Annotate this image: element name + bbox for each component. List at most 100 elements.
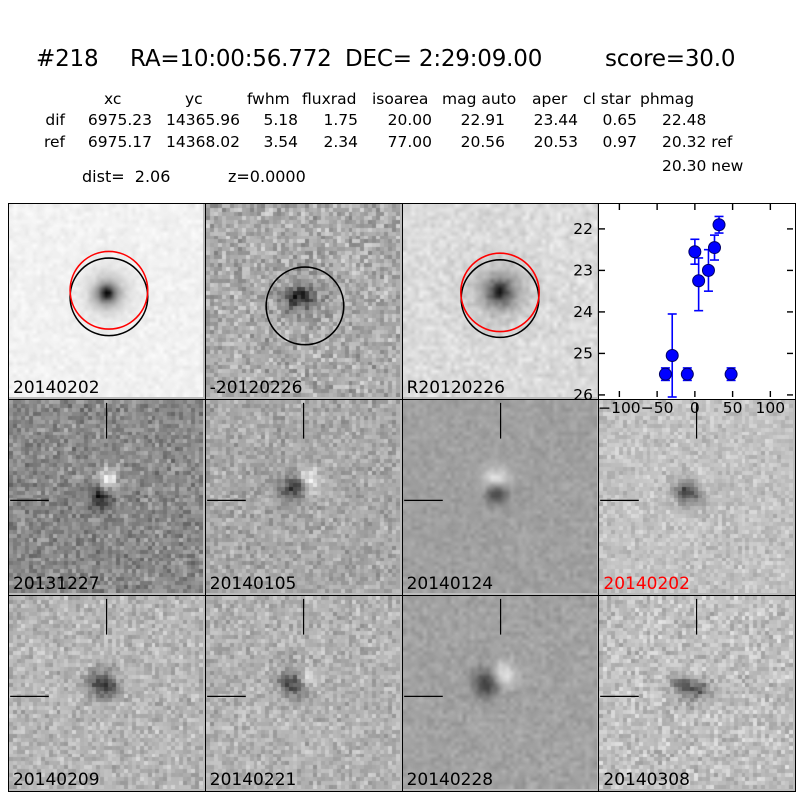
stamp-date-label: 20140209 (13, 770, 100, 791)
data-point (659, 367, 673, 381)
lightcurve-panel: −100 −50 0 50 100 22 23 24 25 26 (574, 204, 797, 417)
cutout-panel-20140209: 20140209 (9, 596, 206, 793)
cutout-grid: 20140202 -20120226 R20120226 −100 −50 0 50 100 2… (8, 203, 797, 793)
cell-yc: 14365.96 (166, 111, 240, 129)
stamp-overlay (600, 402, 698, 502)
stamp-date-label: 20140221 (209, 770, 297, 791)
stamp-image (9, 204, 203, 397)
stamp-overlay (206, 599, 304, 698)
stamp-date-label: -20120226 (209, 378, 303, 399)
cell-aper: 20.53 (533, 133, 578, 151)
row-label: dif (45, 111, 65, 129)
stamp-overlay (69, 250, 149, 337)
stamp-date-label: 20140202 (603, 574, 690, 595)
cutout-panel-20140202: 20140202 (9, 204, 206, 401)
cutout-panel-20140221: 20140221 (205, 596, 403, 793)
cell-xc: 6975.17 (87, 133, 152, 151)
redshift-value: z=0.0000 (228, 167, 306, 186)
table-row-ref: ref 6975.17 14368.02 3.54 2.34 77.00 20.… (0, 133, 732, 151)
cutout-panel-20140124: 20140124 (402, 400, 600, 597)
column-header-cl-star: cl star (583, 90, 631, 108)
cell-isoarea: 20.00 (387, 111, 432, 129)
cutout-panel-20131227: 20131227 (9, 400, 206, 597)
candidate-id: #218 (36, 46, 99, 72)
phmag-new-value: 20.30 new (662, 157, 744, 175)
cell-cl-star: 0.65 (602, 111, 637, 129)
cutout-panel-20140105: 20140105 (205, 400, 403, 597)
column-header-xc: xc (104, 90, 122, 108)
data-point (712, 218, 726, 232)
cell-isoarea: 77.00 (387, 133, 432, 151)
stamp-date-label: 20140202 (13, 378, 100, 399)
data-point (692, 274, 706, 288)
stamp-date-label: 20140105 (209, 574, 297, 595)
y-tick-label: 24 (574, 303, 594, 321)
y-tick-label: 22 (574, 220, 594, 238)
aperture-circle-black (265, 266, 345, 346)
aperture-circle-red (459, 252, 540, 333)
cutout-panel-20140228: 20140228 (402, 596, 600, 793)
stamp-overlay (403, 402, 501, 502)
column-header-phmag: phmag (640, 90, 695, 108)
stamp-image (402, 204, 597, 397)
cell-fluxrad: 1.75 (323, 111, 358, 129)
column-header-mag-auto: mag auto (442, 90, 517, 108)
x-tick-label: 100 (756, 399, 786, 417)
cutout-panel-20140202: 20140202 (599, 400, 797, 597)
y-tick-label: 25 (574, 344, 594, 362)
stamp-overlay (403, 599, 501, 698)
cell-yc: 14368.02 (166, 133, 240, 151)
aperture-circle-red (69, 250, 149, 330)
stamp-overlay (206, 402, 304, 502)
x-tick-label: 0 (690, 399, 700, 417)
score-value: score=30.0 (605, 46, 736, 72)
y-tick-label: 23 (574, 261, 594, 279)
data-point (688, 245, 702, 259)
column-header-aper: aper (532, 90, 568, 108)
cell-fluxrad: 2.34 (323, 133, 358, 151)
dec-value: DEC= 2:29:09.00 (345, 46, 543, 72)
cell-phmag: 22.48 (662, 111, 707, 129)
stamp-overlay (10, 402, 108, 502)
dist-value: dist= 2.06 (82, 167, 171, 186)
table-row-dif: dif 6975.23 14365.96 5.18 1.75 20.00 22.… (0, 111, 706, 129)
stamp-overlay (10, 599, 108, 698)
cell-phmag: 20.32 ref (662, 133, 733, 151)
x-tick-label: 50 (723, 399, 743, 417)
data-point (681, 367, 695, 381)
stamp-overlay (600, 599, 698, 698)
y-tick-label: 26 (574, 386, 594, 404)
cell-aper: 23.44 (533, 111, 578, 129)
stamp-date-label: 20140124 (406, 574, 494, 595)
stamp-date-label: 20140228 (406, 770, 494, 791)
cutout-panel-20140308: 20140308 (599, 596, 797, 793)
column-header-fluxrad: fluxrad (302, 90, 357, 108)
cell-fwhm: 5.18 (263, 111, 298, 129)
aperture-circle-black (459, 258, 540, 339)
column-header-yc: yc (185, 90, 203, 108)
stamp-overlay (265, 266, 345, 346)
cell-cl-star: 0.97 (602, 133, 637, 151)
aperture-circle-black (69, 257, 149, 337)
data-point (724, 367, 738, 381)
stamp-date-label: 20140308 (603, 770, 690, 791)
cutout-panel-R20120226: R20120226 (402, 204, 600, 401)
x-tick-label: −100 (598, 399, 641, 417)
cell-mag-auto: 20.56 (460, 133, 505, 151)
row-label: ref (43, 133, 65, 151)
data-point (708, 241, 722, 255)
stamp-date-label: 20131227 (13, 574, 100, 595)
stamp-overlay (459, 252, 540, 339)
data-point (702, 263, 716, 277)
column-header-isoarea: isoarea (372, 90, 429, 108)
stamp-date-label: R20120226 (406, 378, 505, 399)
cell-xc: 6975.23 (87, 111, 152, 129)
data-point (666, 348, 680, 362)
cell-fwhm: 3.54 (263, 133, 298, 151)
stamp-image (205, 204, 400, 397)
ra-value: RA=10:00:56.772 (130, 46, 332, 72)
cutout-panel-20120226: -20120226 (205, 204, 403, 401)
lightcurve-svg: −100 −50 0 50 100 22 23 24 25 26 (574, 204, 794, 417)
x-tick-label: −50 (641, 399, 674, 417)
